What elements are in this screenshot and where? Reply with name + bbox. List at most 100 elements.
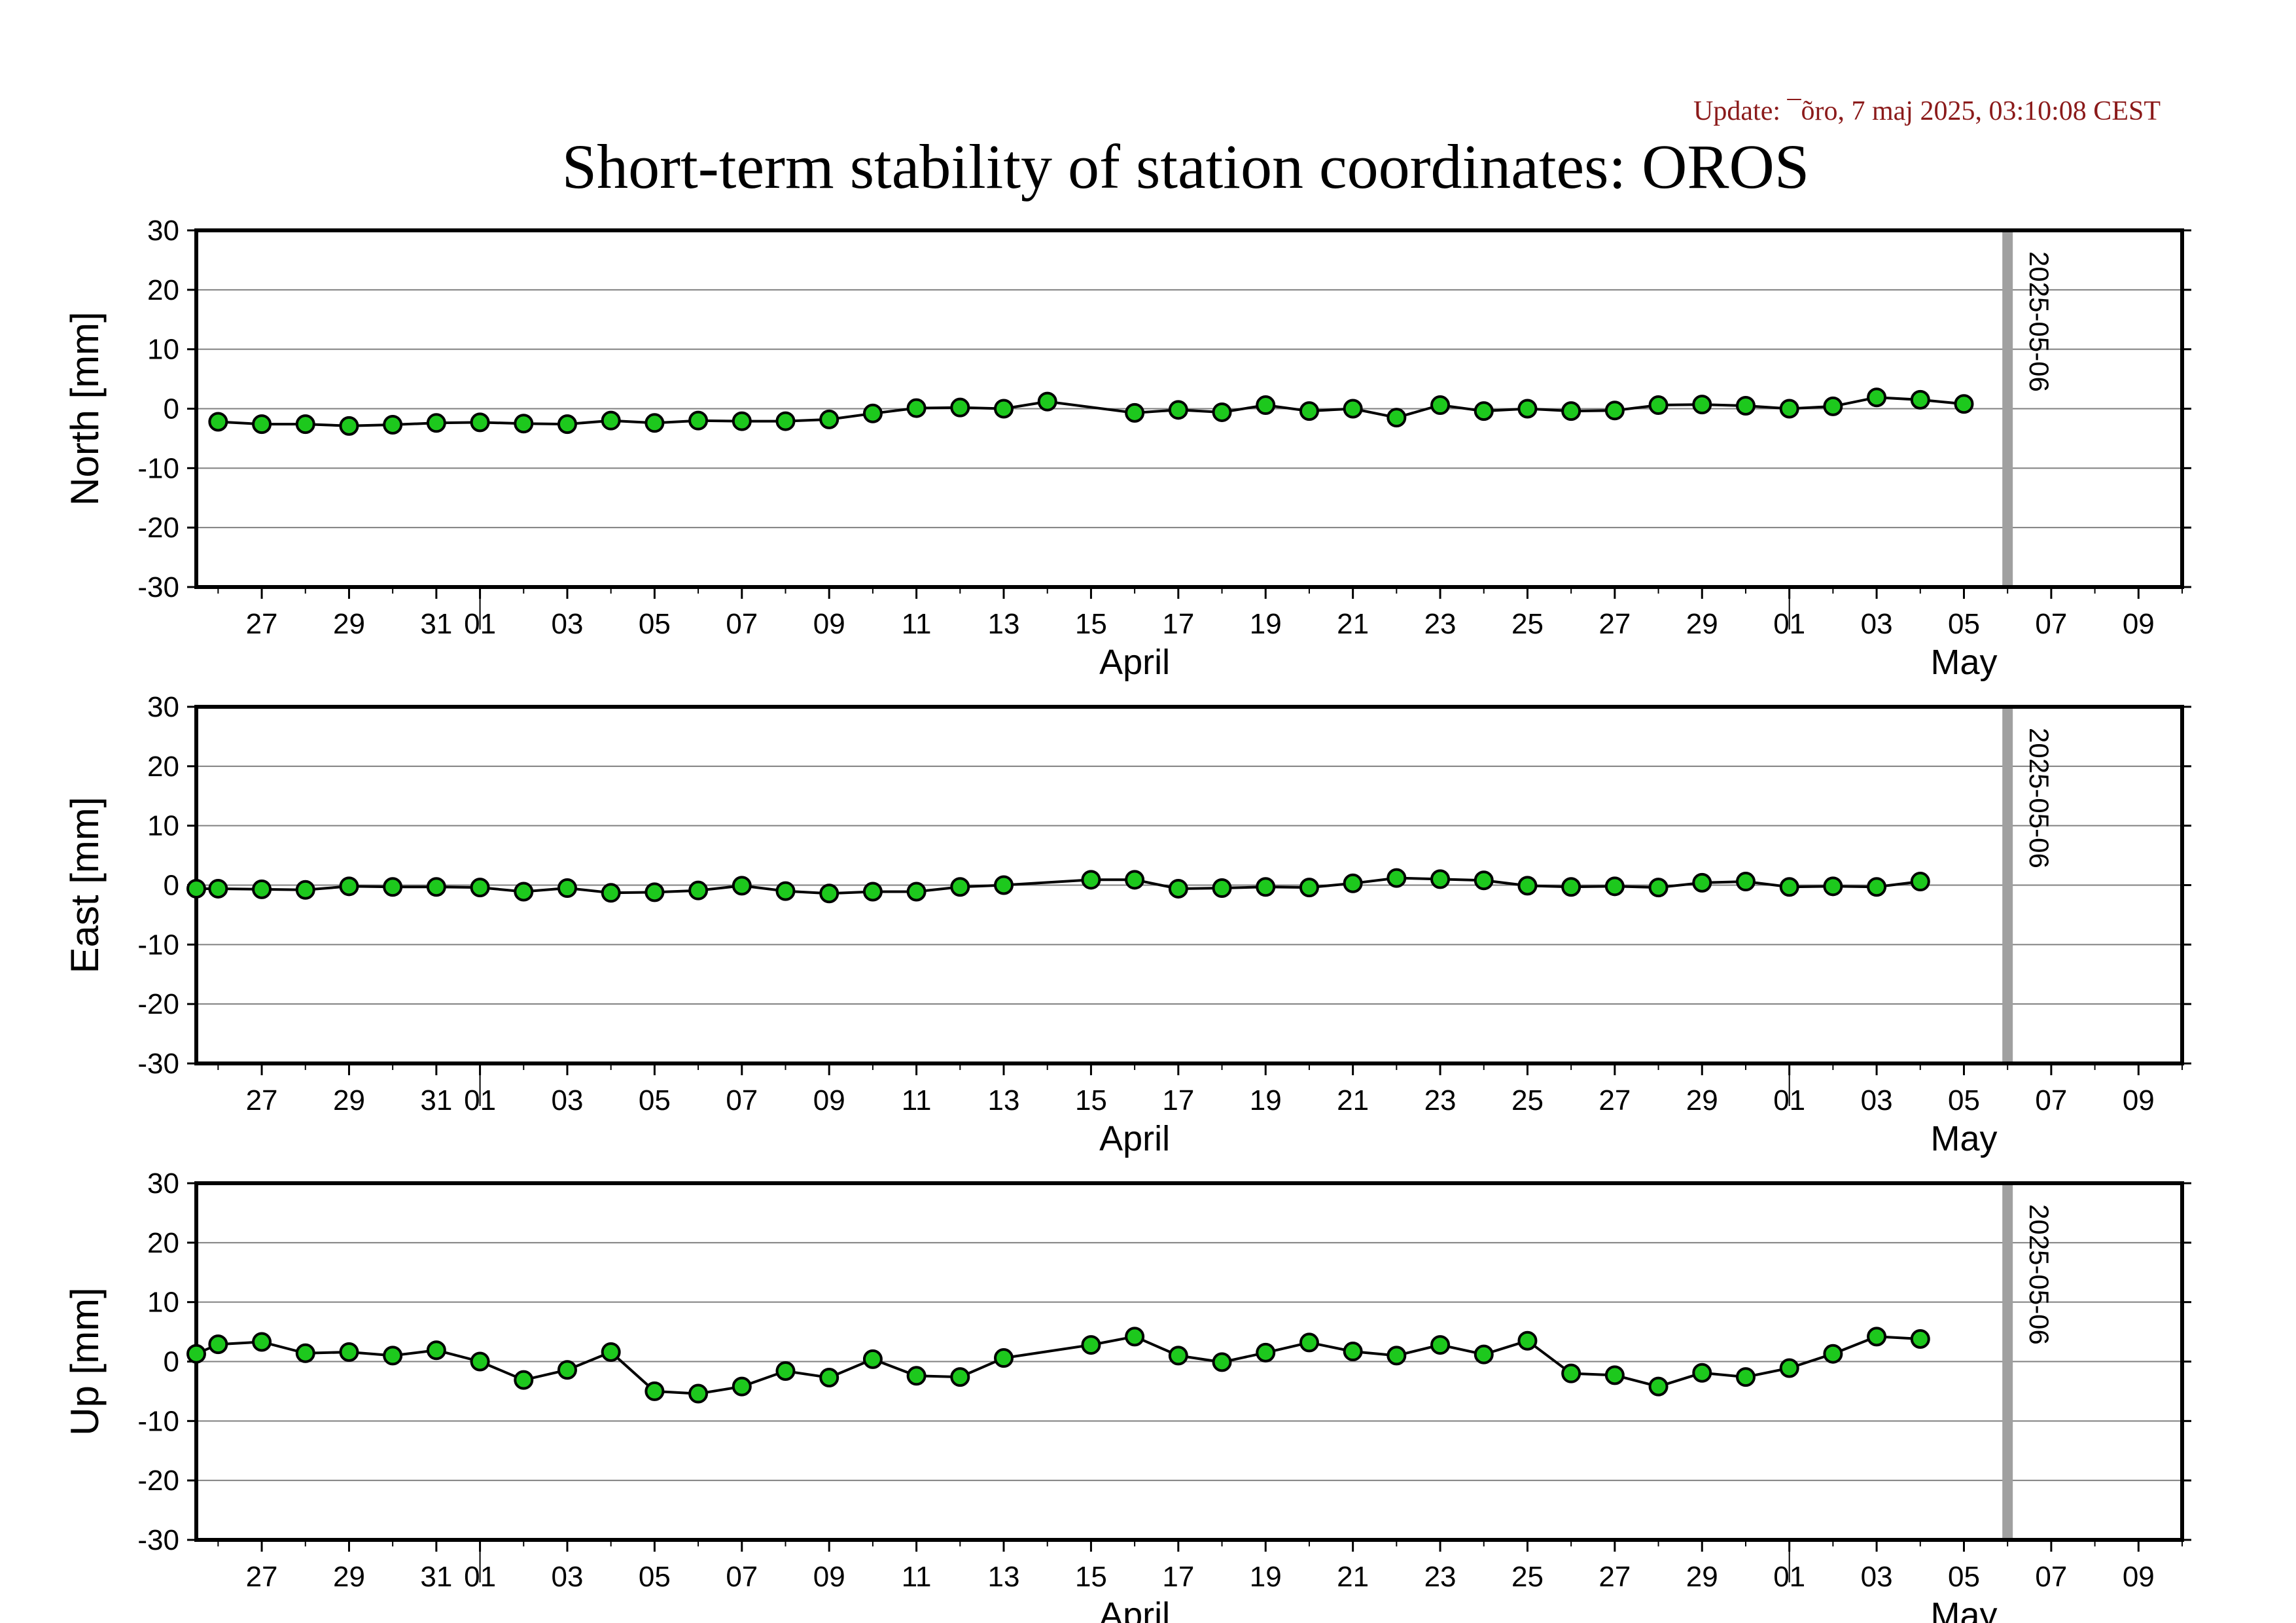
data-point (1168, 878, 1188, 899)
data-point (645, 1381, 665, 1401)
data-point (1343, 399, 1363, 419)
data-point (645, 882, 665, 902)
data-point (1604, 401, 1625, 421)
x-tick-label: 23 (1424, 608, 1457, 640)
data-point (1125, 1327, 1145, 1347)
data-point (906, 882, 927, 902)
series-line (218, 396, 1964, 427)
x-tick-label: 07 (726, 1561, 758, 1593)
update-timestamp: Update: ¯õro, 7 maj 2025, 03:10:08 CEST (1693, 96, 2161, 126)
x-tick-label: 07 (726, 1084, 758, 1116)
y-tick-label: -30 (137, 571, 179, 603)
x-tick-label: 09 (813, 1561, 845, 1593)
x-tick-label: 31 (420, 608, 452, 640)
x-tick-label: 27 (1598, 1084, 1631, 1116)
x-tick-label: 11 (902, 1084, 932, 1116)
data-point (645, 413, 665, 433)
data-point (1474, 401, 1494, 421)
x-tick-label: 29 (1686, 608, 1718, 640)
x-tick-label: 13 (988, 608, 1020, 640)
month-label: April (1099, 1119, 1170, 1158)
x-tick-label: 03 (1861, 1084, 1893, 1116)
data-point (1779, 877, 1799, 897)
data-point (775, 411, 796, 431)
data-point (688, 880, 709, 901)
data-point (1954, 394, 1974, 414)
data-point (1430, 395, 1451, 416)
date-marker-label: 2025-05-06 (2024, 1204, 2055, 1345)
data-point (1910, 389, 1930, 410)
chart-title: Short-term stability of station coordina… (562, 132, 1809, 202)
data-point (514, 414, 534, 434)
y-tick-label: -30 (137, 1524, 179, 1556)
x-tick-label: 13 (988, 1561, 1020, 1593)
x-tick-label: 11 (902, 608, 932, 640)
data-point (688, 1383, 709, 1404)
data-point (339, 416, 359, 436)
x-tick-label: 05 (639, 608, 671, 640)
data-point (339, 876, 359, 897)
y-tick-label: 10 (147, 334, 179, 366)
x-tick-label: 27 (1598, 1561, 1631, 1593)
data-point (470, 878, 490, 898)
y-tick-label: -30 (137, 1048, 179, 1080)
data-point (1517, 1330, 1538, 1351)
data-point (1125, 402, 1145, 423)
data-point (1648, 1376, 1669, 1397)
data-point (732, 1376, 752, 1397)
x-tick-label: 29 (333, 608, 365, 640)
data-point (1735, 872, 1756, 892)
x-tick-label: 27 (246, 1084, 278, 1116)
panel-north: 2025-05-06 30 20 10 0 -10 -20 -30 North [mm] 27 29… (63, 215, 2191, 682)
x-tick-label: 19 (1250, 1561, 1282, 1593)
x-tick-label: 29 (333, 1084, 365, 1116)
data-point (1867, 387, 1887, 408)
data-point (1256, 877, 1276, 897)
data-point (1648, 878, 1669, 898)
x-tick-label: 09 (813, 608, 845, 640)
data-point (295, 880, 315, 900)
data-point (1386, 1346, 1407, 1366)
y-tick-label: 20 (147, 751, 179, 783)
y-tick-label: 0 (164, 393, 179, 425)
data-point (514, 882, 534, 902)
y-axis-label: Up [mm] (63, 1287, 107, 1436)
x-tick-label: 11 (902, 1561, 932, 1593)
x-tick-label: 05 (1948, 1084, 1980, 1116)
x-tick-label: 25 (1511, 1561, 1544, 1593)
y-axis-label: East [mm] (63, 796, 107, 973)
x-tick-label: 17 (1162, 1561, 1194, 1593)
y-tick-label: -10 (137, 452, 179, 484)
data-point (1561, 401, 1581, 421)
data-point (383, 1346, 403, 1366)
data-point (1692, 872, 1712, 893)
data-point (1212, 1352, 1232, 1372)
data-point (1779, 1358, 1799, 1378)
y-tick-label: 0 (164, 870, 179, 902)
data-point (1212, 878, 1232, 899)
data-point (1823, 396, 1843, 416)
data-point (252, 879, 272, 899)
data-point (906, 1366, 927, 1386)
x-tick-label: 05 (639, 1084, 671, 1116)
x-tick-label: 07 (726, 608, 758, 640)
data-point (1125, 870, 1145, 890)
data-point (339, 1342, 359, 1362)
y-tick-label: -20 (137, 512, 179, 544)
x-tick-label: 07 (2035, 608, 2067, 640)
data-point (426, 413, 446, 433)
data-point (688, 410, 709, 431)
data-point (208, 878, 228, 899)
data-point (557, 414, 577, 435)
data-point (1735, 395, 1756, 416)
data-point (295, 414, 315, 435)
x-tick-label: 03 (552, 1084, 584, 1116)
data-point (601, 410, 621, 431)
x-tick-label: 09 (2123, 1084, 2155, 1116)
y-tick-label: 0 (164, 1346, 179, 1378)
x-tick-label: 17 (1162, 608, 1194, 640)
data-point (906, 398, 927, 418)
x-tick-label: 19 (1250, 608, 1282, 640)
x-tick-label: 21 (1337, 1561, 1369, 1593)
date-marker-label: 2025-05-06 (2024, 251, 2055, 392)
